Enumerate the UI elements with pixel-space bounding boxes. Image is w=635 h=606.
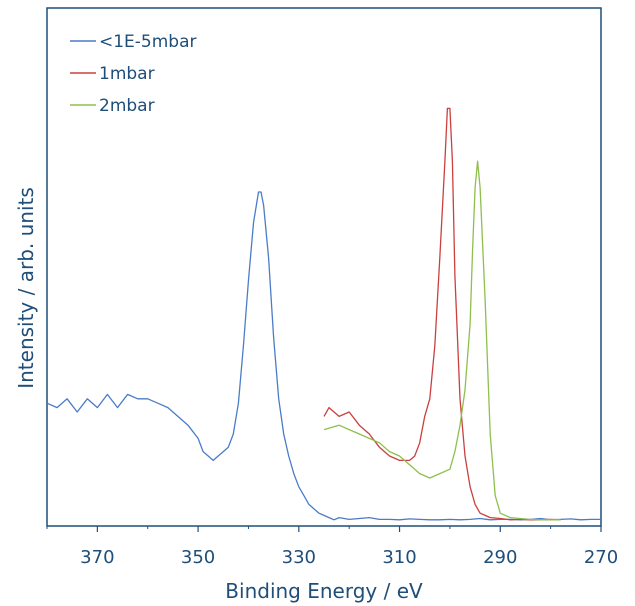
plot-frame bbox=[46, 7, 602, 527]
series-line-2 bbox=[323, 160, 561, 521]
series-line-1 bbox=[323, 107, 561, 521]
legend: <1E-5mbar 1mbar 2mbar bbox=[70, 32, 197, 116]
legend-label-0: <1E-5mbar bbox=[99, 32, 197, 52]
x-axis-label: Binding Energy / eV bbox=[225, 579, 423, 603]
y-axis-label: Intensity / arb. units bbox=[14, 187, 38, 389]
x-tick-label: 290 bbox=[483, 547, 517, 568]
x-axis-ticks: 370 350 330 310 290 270 bbox=[46, 526, 618, 568]
legend-label-2: 2mbar bbox=[99, 96, 155, 116]
x-tick-label: 310 bbox=[382, 547, 416, 568]
x-tick-label: 330 bbox=[282, 547, 316, 568]
x-tick-label: 350 bbox=[181, 547, 215, 568]
x-tick-label: 270 bbox=[584, 547, 618, 568]
legend-label-1: 1mbar bbox=[99, 64, 155, 84]
x-tick-label: 370 bbox=[80, 547, 114, 568]
series-line-0 bbox=[46, 191, 601, 521]
series-lines bbox=[46, 107, 601, 521]
